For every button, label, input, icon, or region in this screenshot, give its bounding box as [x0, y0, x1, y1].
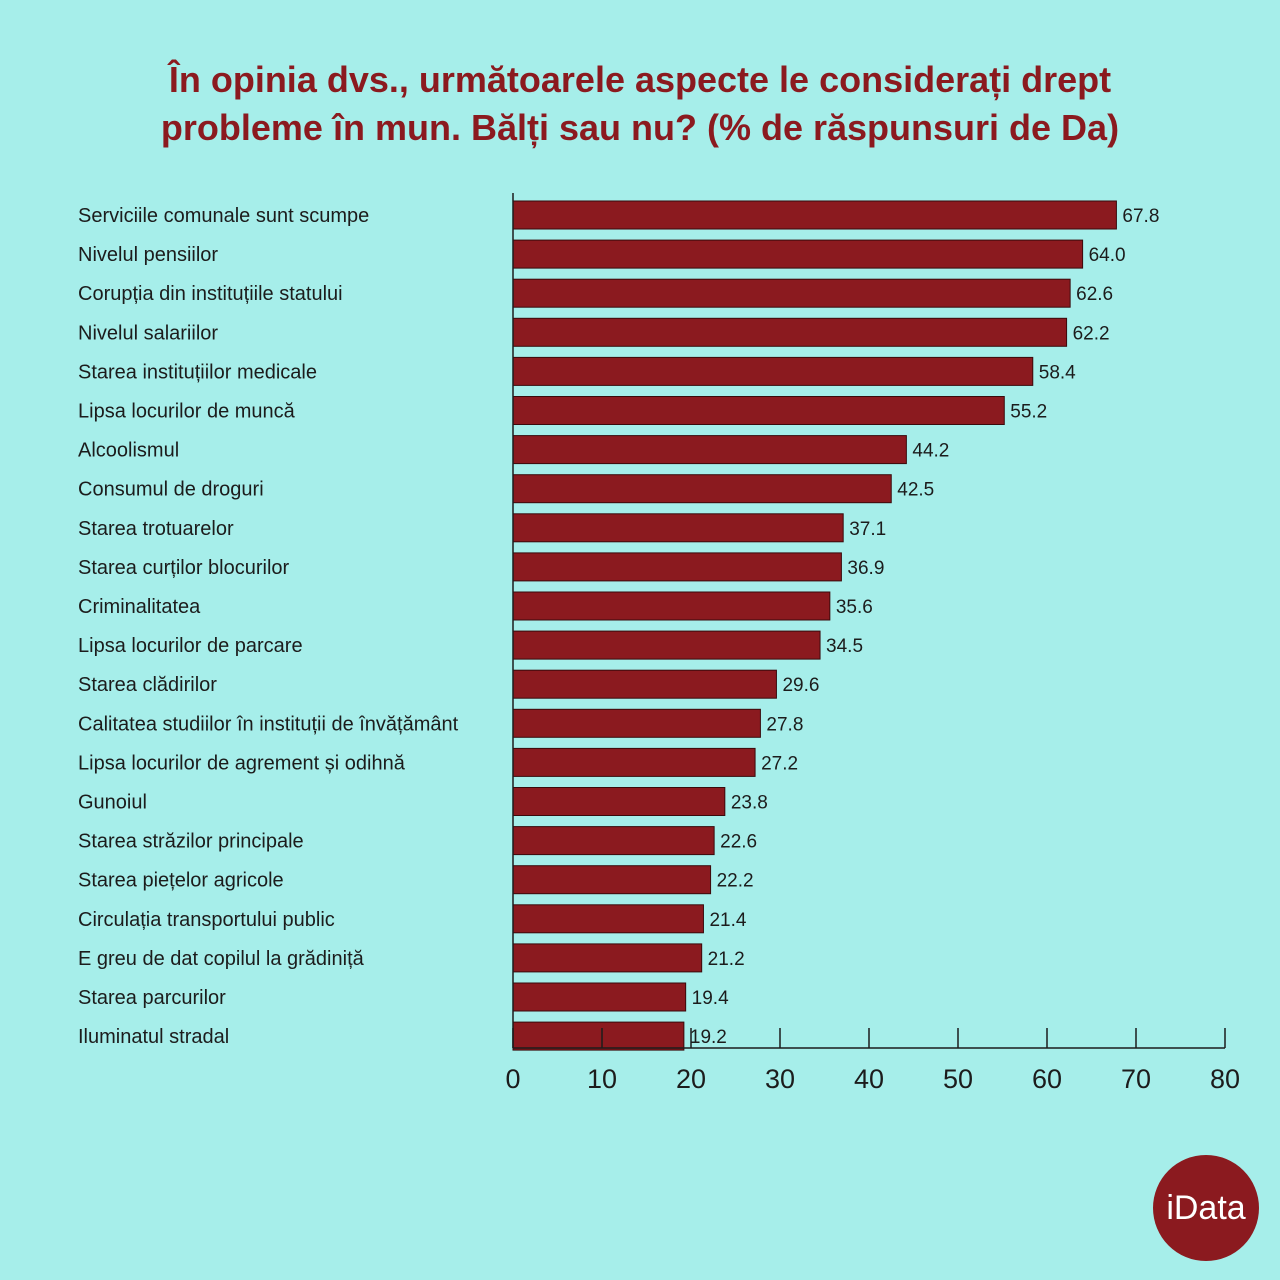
value-label: 64.0	[1089, 245, 1126, 266]
bar	[512, 747, 756, 777]
bar	[512, 239, 1084, 269]
chart-title-line-2: probleme în mun. Bălți sau nu? (% de răs…	[160, 107, 1120, 148]
category-label: E greu de dat copilul la grădiniță	[78, 948, 365, 970]
value-label: 29.6	[782, 675, 819, 696]
value-label: 36.9	[847, 558, 884, 579]
value-label: 37.1	[849, 519, 886, 540]
category-label: Lipsa locurilor de parcare	[78, 635, 303, 657]
category-label: Starea parcurilor	[78, 987, 226, 1009]
category-label: Serviciile comunale sunt scumpe	[78, 205, 369, 227]
value-label: 42.5	[897, 480, 934, 501]
x-tick-label: 0	[505, 1064, 520, 1094]
category-label: Circulația transportului public	[78, 909, 335, 931]
bar	[512, 278, 1071, 308]
x-tick-label: 10	[587, 1064, 617, 1094]
x-tick-label: 20	[676, 1064, 706, 1094]
category-label: Alcoolismul	[78, 440, 179, 462]
value-label: 21.2	[708, 949, 745, 970]
category-label: Starea trotuarelor	[78, 518, 234, 540]
value-label: 22.2	[717, 871, 754, 892]
value-label: 22.6	[720, 832, 757, 853]
value-label: 44.2	[912, 441, 949, 462]
value-label: 35.6	[836, 597, 873, 618]
chart-title: În opinia dvs., următoarele aspecte le c…	[0, 56, 1280, 152]
bar	[512, 669, 777, 699]
bar	[512, 787, 726, 816]
bar	[512, 708, 761, 738]
bar	[512, 826, 715, 856]
bar	[512, 513, 844, 543]
bar	[512, 591, 831, 621]
bar	[512, 317, 1068, 347]
bar	[512, 865, 712, 895]
chart-title-line-1: În opinia dvs., următoarele aspecte le c…	[168, 59, 1112, 100]
category-label: Criminalitatea	[78, 596, 201, 618]
logo-text: iData	[1166, 1188, 1246, 1227]
value-label: 34.5	[826, 636, 863, 657]
bar	[512, 200, 1117, 230]
bar	[512, 1021, 685, 1051]
x-tick-label: 70	[1121, 1064, 1151, 1094]
bar	[512, 630, 821, 660]
value-label: 19.2	[690, 1027, 727, 1048]
value-label: 67.8	[1122, 206, 1159, 227]
value-label: 19.4	[692, 988, 729, 1009]
value-label: 21.4	[709, 910, 746, 931]
category-label: Starea clădirilor	[78, 674, 217, 696]
x-tick-label: 80	[1210, 1064, 1240, 1094]
category-label: Lipsa locurilor de agrement și odihnă	[78, 752, 406, 774]
category-label: Gunoiul	[78, 792, 147, 814]
x-tick-label: 30	[765, 1064, 795, 1094]
category-label: Consumul de droguri	[78, 479, 264, 501]
category-label: Corupția din instituțiile statului	[78, 283, 343, 305]
bar	[512, 943, 703, 973]
idata-logo: iData	[1153, 1155, 1259, 1261]
x-tick-label: 60	[1032, 1064, 1062, 1094]
bar	[512, 435, 907, 465]
category-label: Starea străzilor principale	[78, 831, 304, 853]
value-label: 23.8	[731, 793, 768, 814]
category-label: Nivelul salariilor	[78, 322, 218, 344]
value-label: 58.4	[1039, 362, 1076, 383]
bar	[512, 474, 892, 504]
value-label: 62.2	[1073, 323, 1110, 344]
category-label: Starea curților blocurilor	[78, 557, 290, 579]
category-label: Nivelul pensiilor	[78, 244, 218, 266]
bar	[512, 904, 704, 934]
category-label: Starea piețelor agricole	[78, 870, 284, 892]
bar	[512, 982, 687, 1012]
value-label: 27.2	[761, 753, 798, 774]
x-tick-label: 40	[854, 1064, 884, 1094]
bar	[512, 356, 1034, 386]
value-label: 27.8	[766, 714, 803, 735]
category-label: Calitatea studiilor în instituții de înv…	[78, 713, 459, 735]
category-label: Iluminatul stradal	[78, 1026, 229, 1048]
x-tick-label: 50	[943, 1064, 973, 1094]
value-label: 62.6	[1076, 284, 1113, 305]
value-label: 55.2	[1010, 402, 1047, 423]
category-label: Lipsa locurilor de muncă	[78, 401, 296, 423]
category-label: Starea instituțiilor medicale	[78, 361, 317, 383]
bar	[512, 552, 842, 582]
bar	[512, 396, 1005, 425]
